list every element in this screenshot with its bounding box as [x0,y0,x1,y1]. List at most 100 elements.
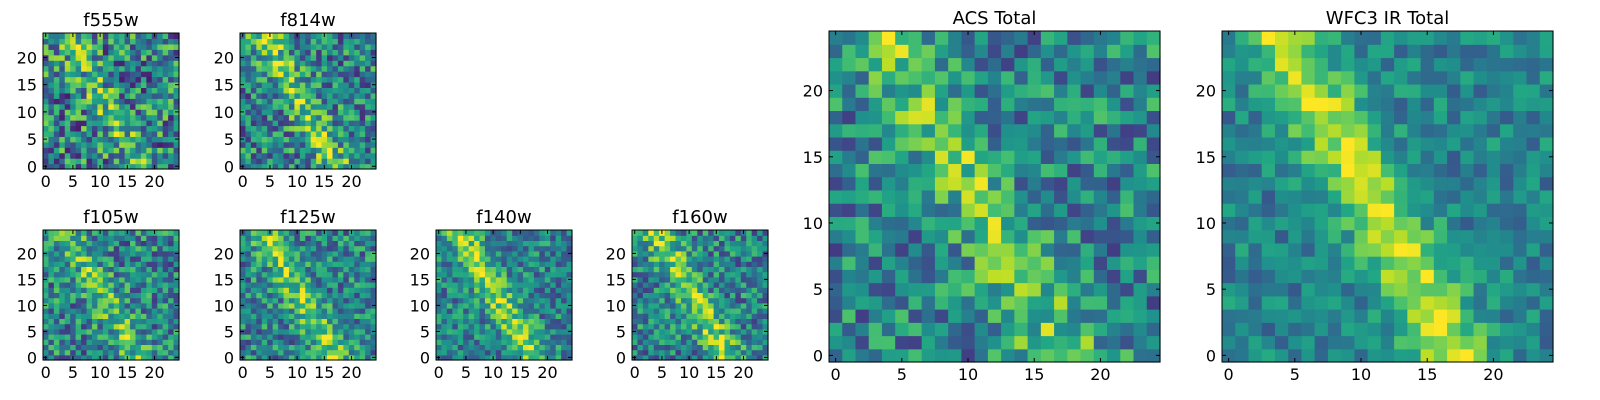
heatmap-cell [1222,203,1236,217]
heatmap-cell [729,266,736,273]
heatmap-cell [102,76,109,83]
heatmap-cell [168,65,175,72]
heatmap-cell [1001,242,1015,257]
heatmap-cell [53,136,60,143]
heatmap-cell [97,339,104,345]
heatmap-cell [267,308,274,314]
heatmap-cell [283,71,290,78]
heatmap-cell [724,261,731,267]
heatmap-cell [327,318,334,325]
heatmap-cell [86,76,93,83]
heatmap-cell [310,297,317,304]
heatmap-cell [337,136,344,143]
heatmap-cell [829,176,843,191]
heatmap-cell [479,266,486,273]
heatmap-cell [299,292,306,299]
heatmap-cell [316,287,323,293]
heatmap-cell [555,235,562,241]
heatmap-cell [168,344,175,351]
heatmap-cell [267,114,274,121]
heatmap-cell [446,261,453,267]
heatmap-cell [855,123,870,138]
heatmap-cell [463,266,470,273]
heatmap-cell [272,54,279,61]
heatmap-cell [43,308,50,314]
heatmap-cell [135,240,142,247]
heatmap-cell [146,328,153,335]
heatmap-cell [1133,309,1148,323]
heatmap-cell [675,282,682,288]
heatmap-cell [1407,309,1422,323]
heatmap-cell [1107,123,1121,138]
heatmap-cell [283,98,290,105]
heatmap-cell [921,31,936,45]
heatmap-cell [868,256,883,270]
heatmap-cell [544,323,551,330]
heatmap-cell [135,250,142,257]
heatmap-cell [316,49,323,56]
heatmap-cell [528,245,535,252]
heatmap-cell [1080,269,1095,284]
heatmap-cell [337,98,344,105]
heatmap-cell [130,54,137,61]
heatmap-cell [108,334,115,340]
x-tick-label: 5 [461,363,471,382]
heatmap-cell [648,318,655,325]
heatmap-cell [1327,269,1342,284]
heatmap-cell [561,276,568,283]
heatmap-cell [1380,335,1395,350]
heatmap-cell [267,158,274,165]
heatmap-cell [64,33,71,40]
heatmap-cell [283,323,290,330]
heatmap-cell [702,235,709,241]
heatmap-cell [1133,282,1148,297]
heatmap-cell [550,235,557,241]
heatmap-cell [91,349,98,356]
heatmap-cell [337,230,344,236]
heatmap-cell [310,282,317,288]
heatmap-cell [64,114,71,121]
heatmap-cell [842,150,857,164]
heatmap-cell [354,266,361,273]
heatmap-cell [348,276,355,283]
heatmap-cell [278,109,285,116]
heatmap-cell [974,163,989,178]
heatmap-cell [1513,216,1528,231]
heatmap-cell [97,109,104,116]
heatmap-cell [261,120,268,127]
heatmap-cell [436,282,443,288]
heatmap-cell [659,250,666,257]
heatmap-cell [86,120,93,127]
heatmap-cell [506,240,513,247]
heatmap-cell [881,216,896,231]
heatmap-cell [457,250,464,257]
heatmap-cell [501,292,508,299]
heatmap-cell [261,354,268,361]
heatmap-cell [436,308,443,314]
heatmap-cell [283,266,290,273]
heatmap-cell [474,287,481,293]
heatmap-cell [135,354,142,361]
heatmap-cell [961,189,976,204]
heatmap-cell [294,271,301,278]
heatmap-cell [908,31,923,45]
heatmap-cell [53,43,60,50]
heatmap-cell [157,49,164,56]
heatmap-cell [305,49,312,56]
heatmap-cell [75,282,82,288]
heatmap-cell [299,318,306,325]
heatmap-cell [321,136,328,143]
heatmap-cell [648,271,655,278]
heatmap-cell [162,120,169,127]
heatmap-cell [446,250,453,257]
heatmap-cell [474,245,481,252]
heatmap-cell [245,287,252,293]
heatmap-cell [751,230,758,236]
heatmap-cell [1054,242,1068,257]
heatmap-cell [648,261,655,267]
heatmap-cell [632,334,639,340]
heatmap-cell [495,323,502,330]
heatmap-cell [539,297,546,304]
heatmap-cell [648,282,655,288]
heatmap-cell [316,65,323,72]
